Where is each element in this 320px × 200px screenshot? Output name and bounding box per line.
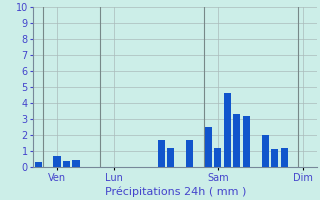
Bar	[271, 149, 278, 167]
Bar	[224, 93, 231, 167]
Bar	[63, 161, 70, 167]
Bar	[281, 148, 288, 167]
Bar	[214, 148, 221, 167]
Bar	[186, 140, 193, 167]
Bar	[243, 116, 250, 167]
X-axis label: Précipitations 24h ( mm ): Précipitations 24h ( mm )	[105, 187, 246, 197]
Bar	[72, 160, 79, 167]
Bar	[53, 156, 60, 167]
Bar	[167, 148, 174, 167]
Bar	[157, 140, 165, 167]
Bar	[233, 114, 240, 167]
Bar	[205, 127, 212, 167]
Bar	[262, 135, 269, 167]
Bar	[35, 162, 42, 167]
